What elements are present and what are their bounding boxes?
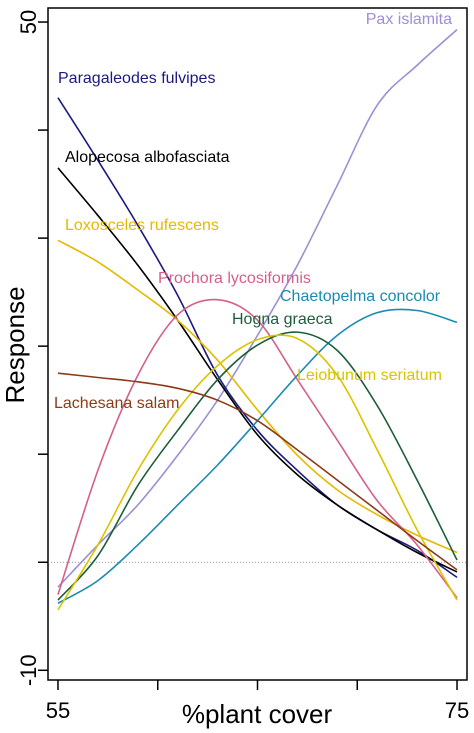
series-label: Loxosceles rufescens	[65, 217, 219, 234]
series-line	[57, 29, 458, 588]
x-tick-label: 75	[445, 698, 469, 723]
series-label: Leiobunum seriatum	[297, 367, 442, 384]
series-line	[57, 239, 458, 554]
series-label: Lachesana salam	[54, 395, 179, 412]
series-line	[57, 167, 458, 573]
series-label: Pax islamita	[366, 11, 452, 28]
series-label: Alopecosa albofasciata	[65, 149, 230, 166]
series-line	[57, 331, 458, 601]
series-label: Prochora lycosiformis	[158, 270, 311, 287]
y-tick-label: -10	[16, 654, 41, 686]
series-line	[57, 372, 458, 571]
series-label: Chaetopelma concolor	[280, 288, 441, 305]
series-line	[57, 334, 458, 611]
series-line	[57, 298, 458, 599]
plot-frame	[47, 7, 468, 681]
series-line	[57, 97, 458, 579]
y-tick-label: 50	[16, 10, 41, 34]
series-label: Hogna graeca	[232, 311, 333, 328]
y-axis-title: Response	[0, 286, 30, 403]
x-tick-label: 55	[46, 698, 70, 723]
series-line	[57, 308, 458, 604]
series-label: Paragaleodes fulvipes	[58, 70, 215, 87]
x-axis-title: %plant cover	[182, 699, 333, 729]
